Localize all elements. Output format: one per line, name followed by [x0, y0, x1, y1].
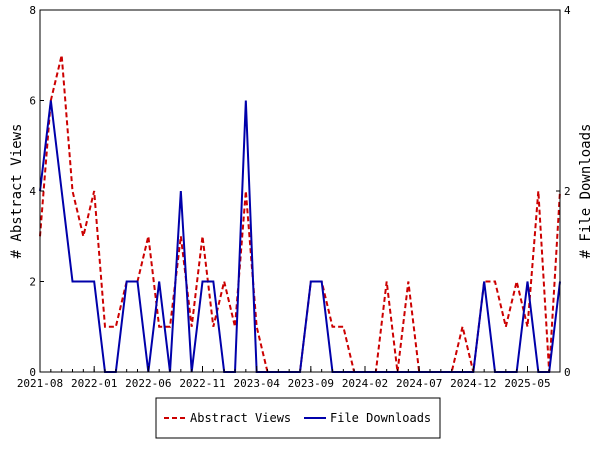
y-left-axis-title: # Abstract Views — [9, 124, 25, 259]
y-right-tick-label: 2 — [564, 185, 571, 198]
legend-label-abstract-views: Abstract Views — [190, 411, 291, 425]
y-left-tick-label: 0 — [29, 366, 36, 379]
axes-layer: 2021-08 2022-01 2022-06 2022-11 2023-04 2023-… — [17, 4, 571, 390]
y-left-tick-label: 6 — [29, 95, 36, 108]
x-tick-label: 2022-11 — [179, 377, 225, 390]
y-left-tick-label: 2 — [29, 276, 36, 289]
y-right-tick-label: 4 — [564, 4, 571, 17]
y-left-tick-label: 8 — [29, 4, 36, 17]
legend: Abstract Views File Downloads — [155, 397, 441, 439]
series-line-file-downloads — [39, 100, 561, 373]
legend-box — [155, 397, 441, 439]
x-tick-label: 2024-12 — [450, 377, 496, 390]
x-tick-label: 2022-01 — [71, 377, 117, 390]
x-tick-label: 2025-05 — [504, 377, 550, 390]
x-tick-label: 2023-04 — [233, 377, 280, 390]
x-tick-label: 2023-09 — [288, 377, 334, 390]
y-right-tick-label: 0 — [564, 366, 571, 379]
x-tick-label: 2024-07 — [396, 377, 442, 390]
legend-label-file-downloads: File Downloads — [330, 411, 431, 425]
x-tick-label: 2021-08 — [17, 377, 63, 390]
y-left-tick-label: 4 — [29, 185, 36, 198]
series-line-abstract-views — [39, 55, 561, 373]
x-tick-label: 2024-02 — [342, 377, 388, 390]
series-layer — [39, 55, 561, 373]
x-tick-label: 2022-06 — [125, 377, 171, 390]
y-right-axis-title: # File Downloads — [578, 124, 594, 259]
